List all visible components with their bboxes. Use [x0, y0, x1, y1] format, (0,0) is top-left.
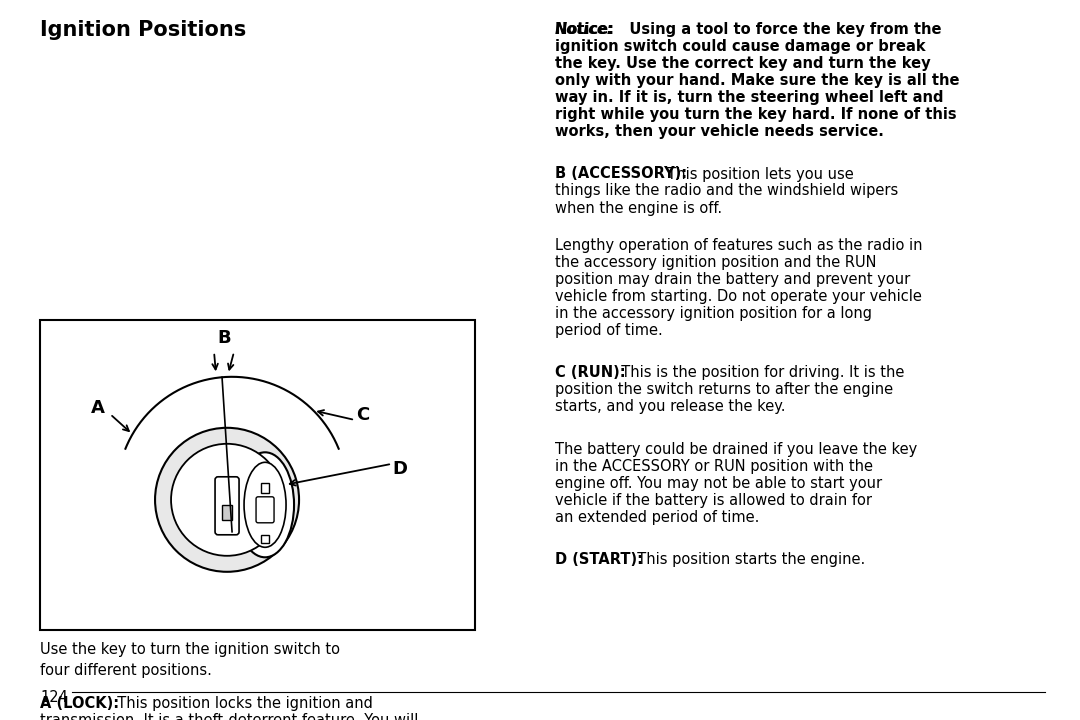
Text: Notice:   Using a tool to force the key from the: Notice: Using a tool to force the key fr… — [555, 22, 942, 37]
Text: The battery could be drained if you leave the key: The battery could be drained if you leav… — [555, 442, 917, 457]
FancyBboxPatch shape — [215, 477, 239, 535]
Text: B (ACCESSORY):: B (ACCESSORY): — [555, 166, 687, 181]
Text: when the engine is off.: when the engine is off. — [555, 200, 723, 215]
Text: in the ACCESSORY or RUN position with the: in the ACCESSORY or RUN position with th… — [555, 459, 873, 474]
Text: A (LOCK):: A (LOCK): — [40, 696, 119, 711]
Text: Notice:: Notice: — [555, 22, 613, 37]
Text: an extended period of time.: an extended period of time. — [555, 510, 759, 525]
FancyBboxPatch shape — [256, 497, 274, 523]
Bar — [261, 535, 269, 543]
Text: things like the radio and the windshield wipers: things like the radio and the windshield… — [555, 184, 899, 199]
Text: vehicle from starting. Do not operate your vehicle: vehicle from starting. Do not operate yo… — [555, 289, 922, 304]
Text: position the switch returns to after the engine: position the switch returns to after the… — [555, 382, 893, 397]
Text: C: C — [356, 406, 369, 424]
Text: A: A — [91, 399, 105, 417]
Ellipse shape — [244, 462, 286, 547]
Bar — [222, 505, 232, 520]
Text: position may drain the battery and prevent your: position may drain the battery and preve… — [555, 272, 910, 287]
Text: D: D — [392, 460, 407, 478]
Text: the key. Use the correct key and turn the key: the key. Use the correct key and turn th… — [555, 56, 931, 71]
Text: This position locks the ignition and: This position locks the ignition and — [108, 696, 373, 711]
Text: works, then your vehicle needs service.: works, then your vehicle needs service. — [555, 124, 883, 139]
Text: vehicle if the battery is allowed to drain for: vehicle if the battery is allowed to dra… — [555, 493, 872, 508]
Text: only with your hand. Make sure the key is all the: only with your hand. Make sure the key i… — [555, 73, 959, 88]
Text: starts, and you release the key.: starts, and you release the key. — [555, 400, 785, 415]
Circle shape — [171, 444, 283, 556]
Bar — [261, 483, 269, 492]
Text: D (START):: D (START): — [555, 552, 643, 567]
Text: ignition switch could cause damage or break: ignition switch could cause damage or br… — [555, 39, 926, 54]
Text: right while you turn the key hard. If none of this: right while you turn the key hard. If no… — [555, 107, 957, 122]
Text: transmission. It is a theft-deterrent feature. You will: transmission. It is a theft-deterrent fe… — [40, 714, 418, 720]
Text: Lengthy operation of features such as the radio in: Lengthy operation of features such as th… — [555, 238, 922, 253]
Bar — [40, 320, 475, 630]
Text: period of time.: period of time. — [555, 323, 663, 338]
Text: This is the position for driving. It is the: This is the position for driving. It is … — [612, 365, 904, 380]
Text: in the accessory ignition position for a long: in the accessory ignition position for a… — [555, 306, 872, 321]
Text: 124: 124 — [40, 690, 68, 705]
Text: This position lets you use: This position lets you use — [658, 166, 854, 181]
Ellipse shape — [237, 452, 294, 557]
Circle shape — [156, 428, 299, 572]
Text: way in. If it is, turn the steering wheel left and: way in. If it is, turn the steering whee… — [555, 90, 944, 105]
Text: the accessory ignition position and the RUN: the accessory ignition position and the … — [555, 255, 877, 270]
Text: engine off. You may not be able to start your: engine off. You may not be able to start… — [555, 476, 882, 491]
Text: B: B — [217, 329, 231, 347]
Text: This position starts the engine.: This position starts the engine. — [627, 552, 865, 567]
Text: Ignition Positions: Ignition Positions — [40, 20, 246, 40]
Text: Use the key to turn the ignition switch to
four different positions.: Use the key to turn the ignition switch … — [40, 642, 340, 678]
Text: C (RUN):: C (RUN): — [555, 365, 625, 380]
